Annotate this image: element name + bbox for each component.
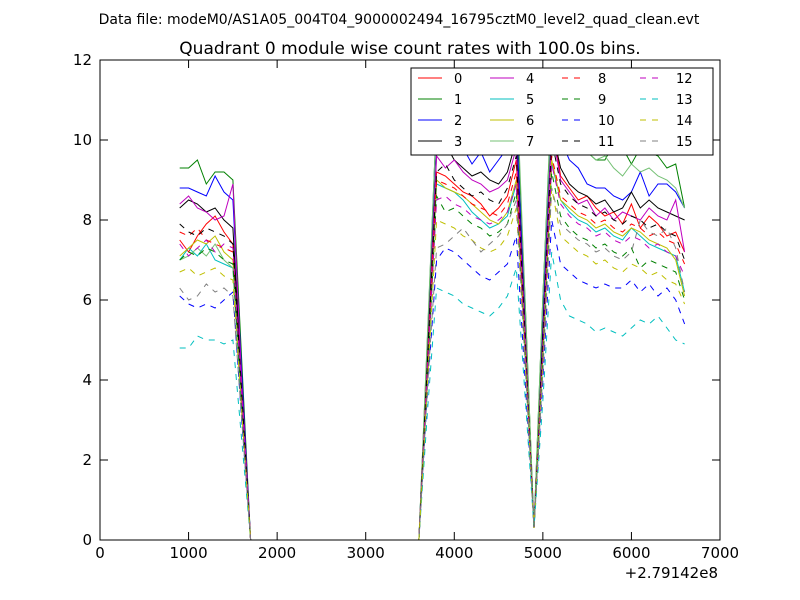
legend-label-9: 9 xyxy=(598,93,606,108)
series-line-14 xyxy=(179,187,686,540)
legend-label-11: 11 xyxy=(598,135,615,150)
legend-label-2: 2 xyxy=(454,114,462,129)
series-line-4 xyxy=(179,127,686,540)
legend-label-15: 15 xyxy=(676,135,693,150)
legend-label-4: 4 xyxy=(526,72,534,87)
y-tick-label: 0 xyxy=(82,531,92,549)
chart-title: Quadrant 0 module wise count rates with … xyxy=(179,39,640,59)
y-tick-label: 12 xyxy=(73,51,92,69)
y-tick-label: 8 xyxy=(82,211,92,229)
series-line-13 xyxy=(179,251,685,540)
legend-label-8: 8 xyxy=(598,72,606,87)
x-tick-label: 1000 xyxy=(169,544,207,562)
y-tick-label: 4 xyxy=(82,371,92,389)
x-tick-label: 2000 xyxy=(258,544,296,562)
legend-label-13: 13 xyxy=(676,93,693,108)
legend-label-1: 1 xyxy=(454,93,462,108)
series-line-0 xyxy=(179,119,686,540)
series-line-12 xyxy=(179,163,686,540)
x-tick-label: 0 xyxy=(95,544,105,562)
series-line-10 xyxy=(179,219,686,540)
y-tick-label: 2 xyxy=(82,451,92,469)
legend-label-12: 12 xyxy=(676,72,693,87)
y-tick-label: 10 xyxy=(73,131,92,149)
series-line-8 xyxy=(179,155,686,540)
legend-label-14: 14 xyxy=(676,114,693,129)
x-tick-label: 7000 xyxy=(701,544,739,562)
legend-label-6: 6 xyxy=(526,114,534,129)
x-tick-label: 3000 xyxy=(347,544,385,562)
y-tick-label: 6 xyxy=(82,291,92,309)
figure-suptitle: Data file: modeM0/AS1A05_004T04_90000024… xyxy=(99,12,700,28)
series-line-15 xyxy=(179,187,686,540)
x-tick-label: 6000 xyxy=(612,544,650,562)
series-line-3 xyxy=(179,127,685,540)
legend-label-7: 7 xyxy=(526,135,534,150)
series-layer xyxy=(179,75,686,540)
x-offset-label: +2.79142e8 xyxy=(625,564,718,582)
legend-label-3: 3 xyxy=(454,135,462,150)
series-line-11 xyxy=(179,139,686,540)
legend-label-10: 10 xyxy=(598,114,615,129)
legend-label-0: 0 xyxy=(454,72,462,87)
x-tick-label: 4000 xyxy=(435,544,473,562)
series-line-7 xyxy=(179,75,686,540)
legend-label-5: 5 xyxy=(526,93,534,108)
x-tick-label: 5000 xyxy=(524,544,562,562)
series-line-6 xyxy=(179,159,686,540)
